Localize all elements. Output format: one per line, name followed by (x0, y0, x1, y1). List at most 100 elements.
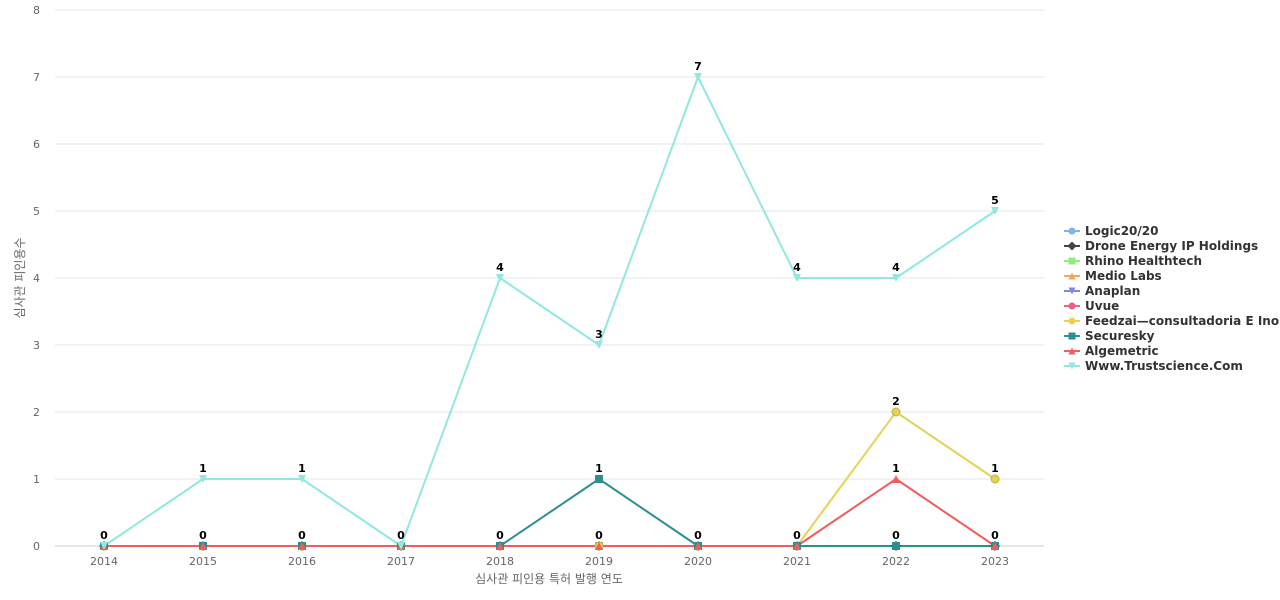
data-label: 1 (595, 462, 603, 475)
data-label: 2 (892, 395, 900, 408)
legend-item[interactable]: Medio Labs (1064, 269, 1162, 283)
data-point-marker[interactable] (496, 542, 504, 550)
y-tick-label: 6 (33, 138, 40, 151)
legend-label: Rhino Healthtech (1085, 254, 1202, 268)
legend-label: Www.Trustscience.Com (1085, 359, 1243, 373)
legend-marker (1068, 362, 1076, 370)
data-label: 4 (793, 261, 801, 274)
legend-marker (1068, 272, 1076, 280)
legend-item[interactable]: Drone Energy IP Holdings (1064, 239, 1258, 253)
data-label: 0 (397, 529, 405, 542)
data-point-marker[interactable] (694, 542, 702, 550)
data-point-marker[interactable] (298, 542, 306, 550)
legend-item[interactable]: Anaplan (1064, 284, 1140, 298)
legend-item[interactable]: Rhino Healthtech (1064, 254, 1202, 268)
data-label: 1 (892, 462, 900, 475)
data-point-marker[interactable] (991, 207, 999, 215)
data-point-marker[interactable] (991, 542, 999, 550)
legend-label: Securesky (1085, 329, 1155, 343)
data-label: 0 (991, 529, 999, 542)
legend-item[interactable]: Uvue (1064, 299, 1119, 313)
data-point-marker[interactable] (891, 407, 901, 417)
legend-label: Drone Energy IP Holdings (1085, 239, 1258, 253)
legend-item[interactable]: Feedzai—consultadoria E Ino... (1064, 314, 1280, 328)
x-axis-title: 심사관 피인용 특허 발행 연도 (475, 571, 623, 586)
x-tick-label: 2015 (189, 555, 217, 568)
data-point-marker[interactable] (892, 475, 900, 483)
x-tick-label: 2022 (882, 555, 910, 568)
legend-marker (1068, 287, 1076, 295)
data-point-marker[interactable] (793, 542, 801, 550)
data-point-marker[interactable] (793, 274, 801, 282)
legend-label: Algemetric (1085, 344, 1159, 358)
data-label: 1 (991, 462, 999, 475)
legend-marker (1068, 257, 1076, 265)
series-lines (103, 76, 996, 547)
y-tick-label: 8 (33, 4, 40, 17)
data-point-marker[interactable] (595, 475, 603, 483)
data-label: 0 (496, 529, 504, 542)
legend-label: Uvue (1085, 299, 1119, 313)
data-label: 4 (496, 261, 504, 274)
data-label: 5 (991, 194, 999, 207)
data-label: 0 (793, 529, 801, 542)
data-point-marker[interactable] (595, 542, 603, 550)
x-axis-ticks: 2014 2015 2016 2017 2018 2019 2020 2021 2022 2023 (90, 555, 1009, 568)
y-tick-label: 1 (33, 473, 40, 486)
series-line[interactable] (104, 478, 996, 547)
legend-item[interactable]: Algemetric (1064, 344, 1159, 358)
legend-item[interactable]: Www.Trustscience.Com (1064, 359, 1243, 373)
data-label: 0 (298, 529, 306, 542)
data-point-marker[interactable] (892, 542, 900, 550)
data-point-marker[interactable] (199, 475, 207, 483)
x-tick-label: 2017 (387, 555, 415, 568)
data-label: 1 (199, 462, 207, 475)
data-label: 0 (199, 529, 207, 542)
data-label: 0 (595, 529, 603, 542)
data-point-marker[interactable] (100, 542, 108, 550)
legend-marker (1068, 302, 1076, 310)
series-line[interactable] (104, 478, 995, 547)
series-line[interactable] (103, 76, 996, 547)
y-tick-label: 7 (33, 71, 40, 84)
data-label: 1 (298, 462, 306, 475)
data-point-marker[interactable] (199, 542, 207, 550)
data-label: 7 (694, 60, 702, 73)
data-label: 4 (892, 261, 900, 274)
y-tick-label: 2 (33, 406, 40, 419)
data-labels: 0 0 1 0 1 0 0 4 0 3 1 0 7 0 4 0 4 2 1 0 5 1 (100, 60, 999, 542)
data-point-marker[interactable] (892, 274, 900, 282)
y-axis-title: 심사관 피인용수 (13, 237, 27, 318)
data-point-marker[interactable] (595, 341, 603, 349)
x-tick-label: 2018 (486, 555, 514, 568)
data-label: 0 (892, 529, 900, 542)
y-tick-label: 4 (33, 272, 40, 285)
legend-marker (1068, 317, 1076, 325)
legend-marker (1067, 241, 1077, 251)
data-label: 0 (694, 529, 702, 542)
data-point-marker[interactable] (990, 474, 1000, 484)
legend-marker (1068, 332, 1076, 340)
legend-item[interactable]: Securesky (1064, 329, 1155, 343)
data-point-marker[interactable] (298, 475, 306, 483)
x-tick-label: 2019 (585, 555, 613, 568)
data-point-marker[interactable] (496, 274, 504, 282)
legend-item[interactable]: Logic20/20 (1064, 224, 1159, 238)
legend-label: Logic20/20 (1085, 224, 1159, 238)
data-point-marker[interactable] (694, 73, 702, 81)
data-point-marker[interactable] (397, 542, 405, 550)
x-tick-label: 2014 (90, 555, 118, 568)
y-axis-ticks: 0 1 2 3 4 5 6 7 8 (33, 4, 40, 553)
y-tick-label: 0 (33, 540, 40, 553)
legend-label: Medio Labs (1085, 269, 1162, 283)
x-tick-label: 2023 (981, 555, 1009, 568)
legend-marker (1068, 227, 1076, 235)
x-tick-label: 2020 (684, 555, 712, 568)
y-tick-label: 5 (33, 205, 40, 218)
y-tick-label: 3 (33, 339, 40, 352)
x-tick-label: 2021 (783, 555, 811, 568)
x-tick-label: 2016 (288, 555, 316, 568)
legend-label: Anaplan (1085, 284, 1140, 298)
